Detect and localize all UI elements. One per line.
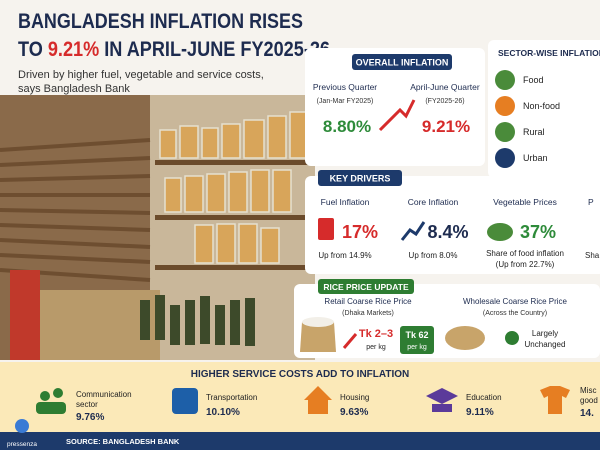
period: (FY2025-26) (425, 98, 464, 105)
value: 14. (580, 408, 594, 419)
heading: SECTOR-WISE INFLATION ( (498, 48, 600, 58)
rise-arrow (378, 99, 416, 132)
subtitle: says Bangladesh Bank (18, 83, 130, 95)
value: 8.80% (323, 117, 371, 136)
title-highlight: 9.21% (48, 38, 100, 61)
note: (Up from 22.7%) (496, 260, 555, 269)
area: (Dhaka Markets) (342, 310, 394, 317)
services-band (0, 362, 600, 432)
label: Communication (76, 390, 132, 399)
price-box (400, 326, 434, 354)
sector: Non-food (523, 101, 560, 111)
logo-mark (15, 419, 29, 433)
label: Core Inflation (408, 197, 459, 207)
heading-pill (318, 279, 414, 294)
logo: pressenza (7, 441, 37, 448)
label: April-June Quarter (410, 82, 480, 92)
heading-pill (318, 170, 402, 186)
value: 9.76% (76, 412, 104, 423)
panel (488, 40, 600, 178)
rise-arrow (342, 333, 358, 349)
value: 9.63% (340, 407, 368, 418)
icon (495, 70, 515, 90)
value: 9.21% (422, 117, 470, 136)
footer-bar (0, 432, 600, 450)
status: Largely (532, 329, 558, 338)
sector: Rural (523, 127, 545, 137)
fuel-icon (318, 218, 334, 240)
panel (294, 284, 600, 358)
rice-sack (445, 326, 485, 350)
equal-icon (505, 331, 519, 345)
subtitle: Driven by higher fuel, vegetable and ser… (18, 69, 264, 81)
panel (305, 176, 600, 274)
heading: HIGHER SERVICE COSTS ADD TO INFLATION (191, 369, 410, 380)
value: Tk 2–3 (359, 328, 393, 340)
rice-sack (300, 322, 336, 352)
label: Vegetable Prices (493, 197, 557, 207)
heading: KEY DRIVERS (330, 174, 391, 184)
heading-pill (352, 54, 452, 70)
status: Unchanged (525, 340, 566, 349)
label: P (588, 197, 594, 207)
chart-icon (400, 221, 426, 241)
value: 17% (342, 222, 378, 242)
note: Up from 8.0% (409, 251, 458, 260)
note: Sha (585, 251, 600, 260)
title-line: BANGLADESH INFLATION RISES (18, 10, 303, 33)
icon (495, 96, 515, 116)
value: 8.4% (427, 222, 468, 242)
value: 9.11% (466, 407, 494, 418)
unit: per kg (407, 344, 427, 351)
icon (495, 122, 515, 142)
label: Previous Quarter (313, 82, 377, 92)
label: Retail Coarse Rice Price (324, 297, 412, 306)
heading: OVERALL INFLATION (356, 58, 449, 68)
panel (305, 48, 485, 166)
heading: RICE PRICE UPDATE (323, 282, 409, 292)
label: Transportation (206, 393, 257, 402)
label: Fuel Inflation (321, 197, 370, 207)
note: Share of food inflation (486, 249, 564, 258)
sector: Food (523, 75, 544, 85)
title-part: IN APRIL-JUNE FY2025-26 (99, 38, 330, 61)
sector: Urban (523, 153, 548, 163)
title-line: TO 9.21% IN APRIL-JUNE FY2025-26 (18, 38, 330, 61)
unit: per kg (366, 344, 386, 351)
source: SOURCE: BANGLADESH BANK (66, 437, 180, 446)
value: Tk 62 (405, 330, 428, 340)
service-icons (36, 386, 570, 414)
note: Up from 14.9% (318, 251, 371, 260)
label: sector (76, 400, 98, 409)
label: Misc (580, 386, 596, 395)
area: (Across the Country) (483, 310, 547, 317)
market-photo (0, 95, 315, 360)
value: 37% (520, 222, 556, 242)
value: 10.10% (206, 407, 240, 418)
rice-sack (302, 317, 334, 327)
period: (Jan-Mar FY2025) (317, 98, 374, 105)
title-part: TO (18, 38, 48, 61)
veg-icon (487, 223, 513, 241)
label: Wholesale Coarse Rice Price (463, 297, 568, 306)
label: good (580, 396, 598, 405)
icon (495, 148, 515, 168)
label: Education (466, 393, 502, 402)
label: Housing (340, 393, 369, 402)
